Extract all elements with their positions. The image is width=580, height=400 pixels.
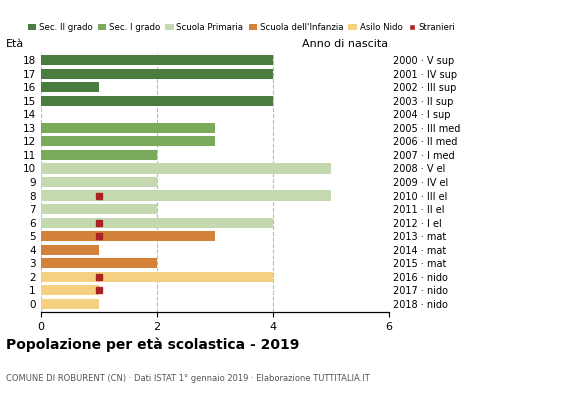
Bar <box>41 82 99 92</box>
Bar <box>41 190 331 201</box>
Bar <box>41 299 99 309</box>
Bar <box>41 55 273 65</box>
Bar <box>41 204 157 214</box>
Legend: Sec. II grado, Sec. I grado, Scuola Primaria, Scuola dell'Infanzia, Asilo Nido, : Sec. II grado, Sec. I grado, Scuola Prim… <box>27 23 455 32</box>
Bar <box>41 272 273 282</box>
Text: Anno di nascita: Anno di nascita <box>303 39 389 49</box>
Bar <box>41 68 273 79</box>
Bar <box>41 177 157 187</box>
Bar <box>41 285 99 296</box>
Text: Età: Età <box>6 39 24 49</box>
Text: COMUNE DI ROBURENT (CN) · Dati ISTAT 1° gennaio 2019 · Elaborazione TUTTITALIA.I: COMUNE DI ROBURENT (CN) · Dati ISTAT 1° … <box>6 374 369 383</box>
Bar <box>41 123 215 133</box>
Text: Popolazione per età scolastica - 2019: Popolazione per età scolastica - 2019 <box>6 338 299 352</box>
Bar <box>41 258 157 268</box>
Bar <box>41 163 331 174</box>
Bar <box>41 245 99 255</box>
Bar <box>41 96 273 106</box>
Bar <box>41 231 215 241</box>
Bar <box>41 136 215 146</box>
Bar <box>41 150 157 160</box>
Bar <box>41 218 273 228</box>
